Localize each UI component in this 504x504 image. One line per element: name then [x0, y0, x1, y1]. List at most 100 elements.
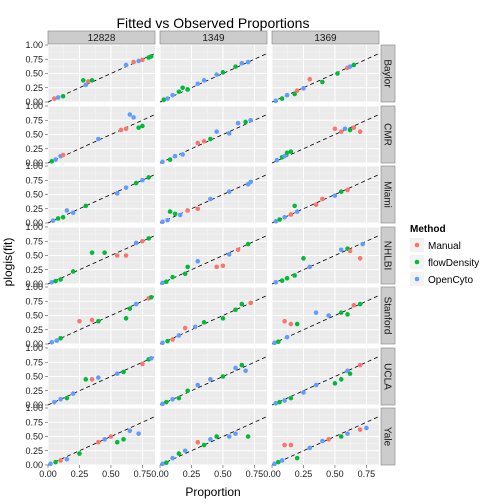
- data-point-flowdensity: [64, 395, 70, 401]
- data-point-manual: [140, 238, 145, 244]
- data-point-opencyto: [160, 280, 165, 286]
- data-point-opencyto: [49, 339, 55, 345]
- data-point-opencyto: [83, 82, 89, 88]
- data-point-flowdensity: [123, 316, 129, 321]
- data-point-opencyto: [245, 59, 251, 65]
- data-point-manual: [332, 126, 338, 132]
- reference-line: [159, 356, 268, 406]
- data-point-manual: [170, 337, 175, 342]
- data-point-flowdensity: [338, 434, 344, 439]
- data-point-manual: [357, 129, 363, 134]
- data-point-flowdensity: [277, 217, 282, 222]
- data-point-flowdensity: [220, 316, 226, 321]
- data-point-flowdensity: [292, 203, 297, 209]
- data-point-flowdensity: [239, 362, 245, 368]
- data-point-manual: [140, 57, 145, 63]
- data-point-manual: [214, 264, 219, 270]
- row-strip-label: UCLA: [382, 363, 393, 390]
- data-point-manual: [131, 59, 136, 65]
- x-tick-label: 0.00: [39, 469, 57, 479]
- legend-marker-flowdensity: [414, 259, 420, 265]
- data-point-manual: [307, 76, 313, 82]
- data-point-opencyto: [96, 136, 101, 142]
- reference-line: [271, 235, 380, 285]
- data-point-flowdensity: [163, 279, 169, 285]
- reference-line: [271, 356, 380, 406]
- data-point-opencyto: [133, 301, 139, 307]
- data-point-opencyto: [170, 92, 175, 98]
- y-tick-label: 1.00: [25, 403, 43, 413]
- data-point-opencyto: [274, 157, 280, 163]
- data-point-manual: [282, 318, 287, 324]
- y-tick-label: 0.75: [25, 296, 43, 306]
- legend-label: OpenCyto: [428, 275, 473, 286]
- data-point-opencyto: [313, 310, 319, 315]
- data-point-flowdensity: [53, 278, 58, 284]
- data-point-flowdensity: [239, 301, 245, 307]
- y-tick-label: 0.50: [25, 69, 43, 79]
- y-tick-label: 0.00: [25, 279, 43, 289]
- reference-line: [271, 174, 380, 224]
- data-point-flowdensity: [220, 70, 226, 75]
- data-point-opencyto: [342, 126, 348, 132]
- reference-line: [159, 174, 268, 224]
- y-tick-label: 0.25: [25, 386, 43, 396]
- data-point-opencyto: [102, 437, 107, 442]
- data-point-flowdensity: [83, 377, 89, 382]
- data-point-opencyto: [284, 334, 290, 340]
- data-point-flowdensity: [180, 85, 185, 91]
- data-point-flowdensity: [140, 123, 145, 129]
- reference-line: [159, 295, 268, 345]
- data-point-opencyto: [360, 241, 365, 247]
- y-tick-label: 0.50: [25, 432, 43, 442]
- reference-line: [159, 53, 268, 103]
- data-point-flowdensity: [161, 97, 167, 103]
- data-point-opencyto: [54, 338, 60, 343]
- data-point-flowdensity: [53, 459, 58, 465]
- data-point-opencyto: [364, 425, 369, 431]
- data-point-manual: [108, 434, 114, 439]
- data-point-flowdensity: [279, 278, 285, 283]
- data-point-flowdensity: [284, 276, 290, 281]
- data-point-opencyto: [64, 457, 70, 462]
- data-point-manual: [195, 140, 201, 146]
- data-point-opencyto: [195, 81, 201, 87]
- data-point-opencyto: [123, 185, 129, 190]
- chart-title: Fitted vs Observed Proportions: [117, 15, 310, 31]
- data-point-flowdensity: [201, 442, 207, 448]
- reference-line: [271, 295, 380, 345]
- data-point-flowdensity: [292, 91, 297, 97]
- data-point-opencyto: [239, 60, 245, 66]
- reference-line: [271, 53, 380, 103]
- data-point-manual: [248, 300, 253, 306]
- row-strip-label: CMR: [382, 123, 393, 146]
- x-tick-label: 0.50: [326, 469, 344, 479]
- y-tick-label: 0.25: [25, 83, 43, 93]
- reference-line: [47, 416, 156, 466]
- data-point-flowdensity: [89, 250, 95, 255]
- data-point-manual: [51, 96, 57, 101]
- data-point-opencyto: [172, 153, 178, 159]
- data-point-manual: [140, 361, 145, 367]
- data-point-manual: [357, 256, 363, 261]
- data-point-opencyto: [282, 215, 287, 220]
- data-point-flowdensity: [182, 271, 188, 277]
- data-point-opencyto: [180, 152, 185, 157]
- data-point-manual: [123, 253, 129, 258]
- data-point-opencyto: [64, 208, 70, 213]
- data-point-opencyto: [279, 458, 285, 463]
- data-point-opencyto: [165, 96, 170, 101]
- reference-line: [47, 235, 156, 285]
- y-tick-label: 0.00: [25, 97, 43, 107]
- data-point-manual: [195, 206, 201, 212]
- data-point-opencyto: [170, 455, 175, 461]
- data-point-opencyto: [133, 240, 139, 246]
- y-tick-label: 0.50: [25, 130, 43, 140]
- data-point-opencyto: [192, 324, 198, 330]
- x-tick-label: 0.25: [295, 469, 313, 479]
- data-point-opencyto: [233, 365, 238, 371]
- data-point-opencyto: [345, 431, 350, 436]
- row-strip: [380, 226, 396, 285]
- data-point-flowdensity: [351, 62, 357, 68]
- data-point-flowdensity: [245, 241, 251, 247]
